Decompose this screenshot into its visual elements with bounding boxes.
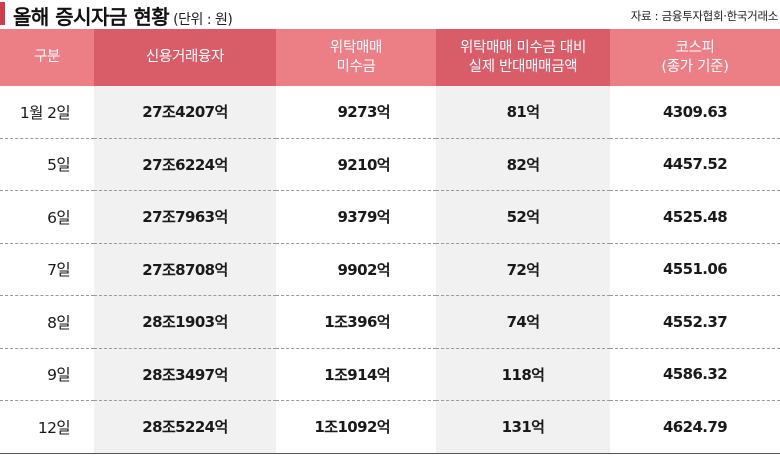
cell-liquidation: 118억 — [436, 348, 610, 401]
cell-liquidation: 74억 — [436, 295, 610, 349]
cell-receivable: 9273억 — [276, 86, 436, 139]
header-kospi-line2: (종가 기준) — [661, 58, 729, 75]
table-row: 5일 27조6224억 9210억 82억 4457.52 — [0, 138, 780, 191]
table-row: 12일 28조5224억 1조1092억 131억 4624.79 — [0, 400, 780, 454]
header-credit-loan: 신용거래융자 — [94, 29, 276, 86]
table-row: 8일 28조1903억 1조396억 74억 4552.37 — [0, 295, 780, 349]
header-receivable-line1: 위탁매매 — [329, 39, 383, 56]
cell-date: 7일 — [0, 243, 94, 296]
table-header: 구분 신용거래융자 위탁매매 미수금 위탁매매 미수금 대비 실제 반대매매금액… — [0, 29, 780, 86]
cell-liquidation: 72억 — [436, 243, 610, 296]
header-category: 구분 — [0, 29, 94, 86]
header-liquidation-line2: 실제 반대매매금액 — [468, 58, 578, 75]
header-receivable-line2: 미수금 — [336, 58, 376, 75]
cell-kospi: 4551.06 — [610, 243, 780, 296]
title-accent-bar — [0, 2, 5, 25]
cell-date: 8일 — [0, 295, 94, 349]
cell-receivable: 1조396억 — [276, 295, 436, 349]
header-category-line1: 구분 — [33, 49, 61, 65]
cell-liquidation: 82억 — [436, 138, 610, 191]
cell-receivable: 1조1092억 — [276, 400, 436, 454]
page-title: 올해 증시자금 현황 (단위 : 원) — [13, 1, 233, 30]
cell-date: 6일 — [0, 190, 94, 244]
header-liquidation: 위탁매매 미수금 대비 실제 반대매매금액 — [436, 29, 610, 86]
header-liquidation-line1: 위탁매매 미수금 대비 — [460, 39, 586, 56]
cell-credit: 27조4207억 — [94, 86, 276, 139]
cell-liquidation: 52억 — [436, 190, 610, 244]
table-body: 1월 2일 27조4207억 9273억 81억 4309.63 5일 27조6… — [0, 86, 780, 454]
cell-receivable: 9379억 — [276, 190, 436, 244]
table-row: 9일 28조3497억 1조914억 118억 4586.32 — [0, 348, 780, 401]
cell-credit: 28조3497억 — [94, 348, 276, 401]
cell-credit: 28조1903억 — [94, 295, 276, 349]
header-row: 구분 신용거래융자 위탁매매 미수금 위탁매매 미수금 대비 실제 반대매매금액… — [0, 29, 780, 86]
cell-date: 5일 — [0, 138, 94, 191]
source-note: 자료 : 금융투자협회·한국거래소 — [630, 9, 779, 23]
table-row: 6일 27조7963억 9379억 52억 4525.48 — [0, 190, 780, 244]
header-receivable: 위탁매매 미수금 — [276, 29, 436, 86]
stock-fund-table: 구분 신용거래융자 위탁매매 미수금 위탁매매 미수금 대비 실제 반대매매금액… — [0, 29, 780, 454]
cell-kospi: 4309.63 — [610, 86, 780, 139]
cell-credit: 27조7963억 — [94, 190, 276, 244]
header-kospi-line1: 코스피 — [675, 39, 715, 56]
header-kospi: 코스피 (종가 기준) — [610, 29, 780, 86]
cell-kospi: 4586.32 — [610, 348, 780, 401]
cell-kospi: 4552.37 — [610, 295, 780, 349]
table-row: 1월 2일 27조4207억 9273억 81억 4309.63 — [0, 86, 780, 139]
header-credit-loan-line1: 신용거래융자 — [145, 49, 225, 65]
cell-receivable: 1조914억 — [276, 348, 436, 401]
cell-kospi: 4525.48 — [610, 190, 780, 244]
cell-credit: 27조8708억 — [94, 243, 276, 296]
table-row: 7일 27조8708억 9902억 72억 4551.06 — [0, 243, 780, 296]
cell-credit: 28조5224억 — [94, 400, 276, 454]
cell-receivable: 9902억 — [276, 243, 436, 296]
title-unit: (단위 : 원) — [173, 12, 233, 28]
cell-credit: 27조6224억 — [94, 138, 276, 191]
title-text: 올해 증시자금 현황 — [13, 5, 170, 29]
cell-receivable: 9210억 — [276, 138, 436, 191]
cell-date: 9일 — [0, 348, 94, 401]
cell-liquidation: 81억 — [436, 86, 610, 139]
cell-kospi: 4624.79 — [610, 400, 780, 454]
title-bar: 올해 증시자금 현황 (단위 : 원) 자료 : 금융투자협회·한국거래소 — [0, 0, 780, 30]
cell-date: 12일 — [0, 400, 94, 454]
cell-kospi: 4457.52 — [610, 138, 780, 191]
cell-liquidation: 131억 — [436, 400, 610, 454]
cell-date: 1월 2일 — [0, 86, 94, 139]
